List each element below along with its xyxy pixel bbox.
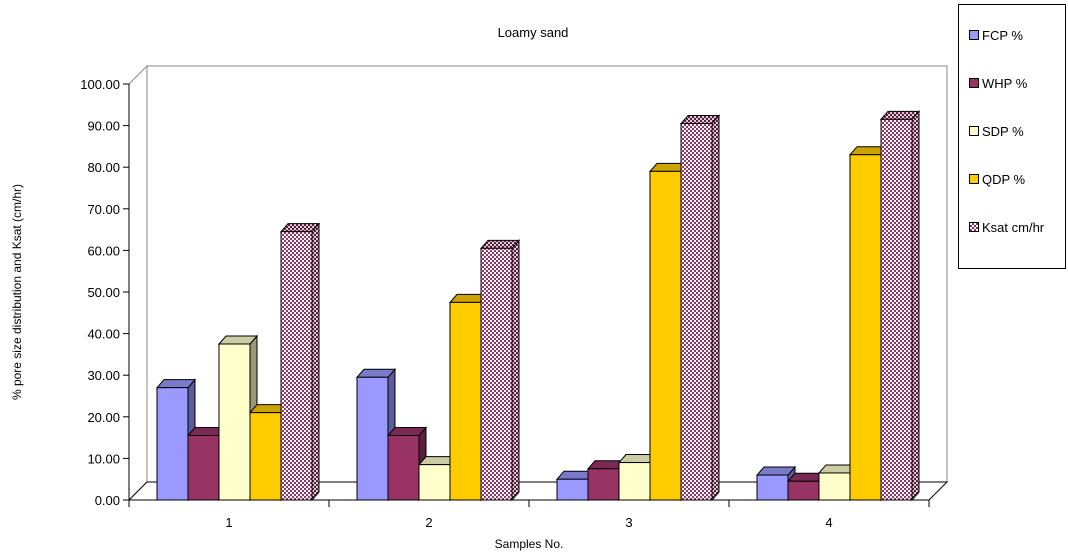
- bar-ksat-cm-hr-1: [280, 231, 313, 501]
- bar-whp-4: [787, 480, 820, 501]
- bar-ksat-cm-hr-4: [880, 118, 913, 501]
- bar-fcp-2: [356, 376, 389, 501]
- x-tick-label: 2: [425, 515, 432, 530]
- legend-label: SDP %: [982, 123, 1024, 139]
- legend-item: QDP %: [969, 171, 1025, 187]
- bar-fcp-4: [756, 474, 789, 501]
- bar-ksat-cm-hr-2-top: [479, 239, 521, 249]
- bar-fcp-4-top: [755, 466, 797, 476]
- bar-qdp-1: [249, 412, 282, 501]
- bar-sdp-3: [618, 462, 651, 501]
- bar-fcp-1-top: [155, 379, 197, 389]
- y-tick-label: 100.00: [80, 77, 120, 92]
- x-tick-label: 3: [625, 515, 632, 530]
- chart-title: Loamy sand: [498, 25, 569, 40]
- bar-ksat-cm-hr-3-side: [711, 114, 720, 502]
- bar-whp-2-top: [386, 427, 428, 437]
- legend-swatch: [969, 174, 979, 184]
- legend-swatch: [969, 222, 979, 232]
- y-tick-label: 0.00: [95, 493, 120, 508]
- x-tick-label: 1: [225, 515, 232, 530]
- legend-label: QDP %: [982, 171, 1026, 187]
- bar-sdp-2: [418, 464, 451, 501]
- legend-label: WHP %: [982, 75, 1028, 91]
- bar-qdp-4: [849, 154, 882, 501]
- bar-fcp-3: [556, 478, 589, 501]
- y-tick-label: 40.00: [87, 327, 120, 342]
- legend-swatch: [969, 30, 979, 40]
- legend-item: SDP %: [969, 123, 1024, 139]
- bar-ksat-cm-hr-3-top: [679, 115, 721, 125]
- bar-ksat-cm-hr-1-side: [311, 222, 320, 502]
- plot-area: 0.00 10.00 20.00 30.00 40.00 50.00 60.00 70.00 8…: [80, 64, 949, 530]
- bar-ksat-cm-hr-1-top: [279, 223, 321, 233]
- side-wall: [128, 64, 148, 502]
- legend-label: Ksat cm/hr: [982, 219, 1045, 235]
- bar-whp-2: [387, 435, 420, 501]
- legend-label: FCP %: [982, 27, 1023, 43]
- legend-swatch: [969, 126, 979, 136]
- bar-ksat-cm-hr-3: [680, 123, 713, 501]
- x-axis-label: Samples No.: [495, 537, 564, 551]
- legend: FCP % WHP % SDP % QDP % Ksat cm/hr: [958, 4, 1066, 269]
- legend-swatch: [969, 78, 979, 88]
- legend-item: Ksat cm/hr: [969, 219, 1044, 235]
- bar-ksat-cm-hr-2-side: [511, 238, 520, 502]
- bar-sdp-1-top: [217, 335, 259, 345]
- y-tick-label: 60.00: [87, 243, 120, 258]
- bar-whp-1: [187, 435, 220, 501]
- y-tick-label: 80.00: [87, 160, 120, 175]
- y-axis-label: % pore size distribution and Ksat (cm/hr…: [10, 184, 24, 400]
- bar-sdp-4: [818, 472, 851, 501]
- bar-sdp-1: [218, 343, 251, 501]
- bar-fcp-2-top: [355, 368, 397, 378]
- y-tick-label: 30.00: [87, 368, 120, 383]
- x-tick-label: 4: [825, 515, 832, 530]
- bar-qdp-3: [649, 170, 682, 501]
- y-tick-label: 90.00: [87, 119, 120, 134]
- bar-ksat-cm-hr-2: [480, 247, 513, 501]
- bar-ksat-cm-hr-4-top: [879, 110, 921, 120]
- bar-whp-3: [587, 468, 620, 501]
- y-tick-label: 50.00: [87, 285, 120, 300]
- bar-fcp-1: [156, 387, 189, 501]
- y-tick-label: 10.00: [87, 451, 120, 466]
- y-tick-label: 70.00: [87, 202, 120, 217]
- bar-ksat-cm-hr-4-side: [911, 110, 920, 502]
- legend-item: FCP %: [969, 27, 1023, 43]
- y-tick-label: 20.00: [87, 410, 120, 425]
- legend-item: WHP %: [969, 75, 1027, 91]
- bar-qdp-2: [449, 301, 482, 501]
